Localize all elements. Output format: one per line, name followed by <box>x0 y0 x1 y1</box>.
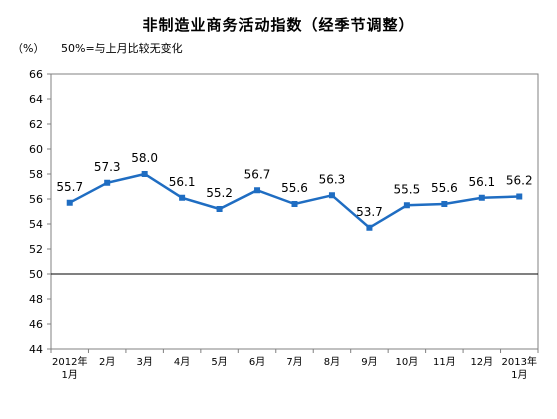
y-tick-label: 60 <box>29 143 43 156</box>
x-tick-label: 2012年 1月 <box>52 355 87 381</box>
y-tick-label: 50 <box>29 268 43 281</box>
baseline-note: 50%=与上月比较无变化 <box>61 42 183 55</box>
y-tick-label: 66 <box>29 68 43 81</box>
data-label: 55.6 <box>431 181 458 195</box>
data-point-marker <box>516 193 523 200</box>
data-label: 56.2 <box>506 174 533 188</box>
y-tick-label: 56 <box>29 193 43 206</box>
data-point-marker <box>216 206 223 212</box>
data-point-marker <box>291 201 298 207</box>
x-tick-label: 9月 <box>361 356 377 368</box>
y-tick-label: 48 <box>29 293 43 306</box>
x-tick-label-line: 1月 <box>511 369 527 381</box>
data-point-marker <box>66 199 73 206</box>
x-tick-label-line: 2012年 <box>52 355 87 368</box>
data-label: 55.7 <box>56 180 83 194</box>
data-point-marker <box>254 187 261 194</box>
chart-title: 非制造业商务活动指数（经季节调整） <box>142 16 415 34</box>
x-tick-label: 10月 <box>396 356 419 368</box>
y-tick-label: 54 <box>29 218 43 231</box>
y-tick-label: 44 <box>29 343 43 356</box>
data-point-marker <box>478 194 485 201</box>
y-tick-label: 64 <box>29 93 43 106</box>
data-label: 56.1 <box>468 175 495 189</box>
x-tick-label: 3月 <box>136 356 152 368</box>
x-tick-label: 5月 <box>211 356 227 368</box>
x-tick-label: 4月 <box>174 356 190 368</box>
x-tick-label-line: 1月 <box>62 369 78 381</box>
data-label: 53.7 <box>356 205 383 219</box>
x-tick-label-line: 3月 <box>136 356 152 368</box>
y-tick-label: 62 <box>29 118 43 131</box>
x-tick-label: 6月 <box>249 356 265 368</box>
x-tick-label-line: 5月 <box>211 356 227 368</box>
x-tick-label-line: 4月 <box>174 356 190 368</box>
data-label: 56.1 <box>169 175 196 189</box>
x-tick-label: 2013年 1月 <box>502 355 537 381</box>
data-label: 55.2 <box>206 186 233 200</box>
x-tick-label-line: 9月 <box>361 356 377 368</box>
data-label: 55.5 <box>394 182 421 196</box>
data-labels: 55.7 57.3 58.0 56.1 55.2 56.7 55.6 56.3 53.7 55.5… <box>56 151 532 219</box>
x-tick-label: 7月 <box>286 356 302 368</box>
x-tick-label-line: 8月 <box>324 356 340 368</box>
y-tick-label: 58 <box>29 168 43 181</box>
data-point-marker <box>403 202 410 209</box>
unit-label: （%） <box>12 42 45 55</box>
data-label: 56.7 <box>244 167 271 181</box>
x-tick-label-line: 12月 <box>470 356 493 368</box>
data-label: 57.3 <box>94 160 121 174</box>
plot-area-frame <box>50 73 539 350</box>
x-tick-label-line: 2013年 <box>502 355 537 368</box>
x-tick-label-line: 7月 <box>286 356 302 368</box>
y-tick-label: 46 <box>29 318 43 331</box>
data-point-marker <box>441 201 448 207</box>
y-tick-label: 52 <box>29 243 43 256</box>
x-tick-label-line: 6月 <box>249 356 265 368</box>
data-point-marker <box>141 171 148 177</box>
data-point-marker <box>104 179 111 186</box>
data-point-marker <box>179 194 186 201</box>
data-markers <box>66 171 523 231</box>
x-tick-label-line: 10月 <box>396 356 419 368</box>
x-tick-label: 2月 <box>99 356 115 368</box>
x-tick-label-line: 11月 <box>433 356 456 368</box>
data-point-marker <box>366 224 373 231</box>
data-label: 56.3 <box>319 172 346 186</box>
x-tick-label: 8月 <box>324 356 340 368</box>
data-label: 55.6 <box>281 181 308 195</box>
data-point-marker <box>328 192 335 199</box>
x-tick-label: 12月 <box>470 356 493 368</box>
data-label: 58.0 <box>131 151 158 165</box>
x-tick-label-line: 2月 <box>99 356 115 368</box>
y-axis: 44 46 48 50 52 54 56 58 60 62 64 66 <box>29 68 51 356</box>
x-tick-label: 11月 <box>433 356 456 368</box>
